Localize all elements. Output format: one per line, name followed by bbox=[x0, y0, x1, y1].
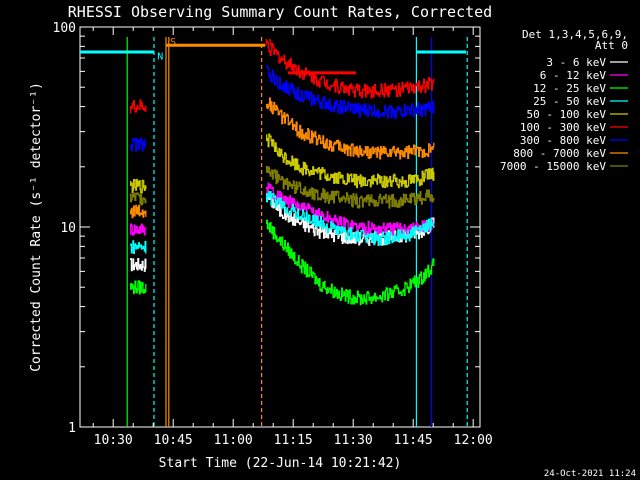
x-tick-label: 11:00 bbox=[214, 433, 253, 448]
series-800-7000-kev bbox=[130, 97, 435, 219]
y-tick-label: 1 bbox=[68, 421, 76, 436]
series-300-800-kev bbox=[130, 65, 435, 152]
series-50-100-kev bbox=[130, 133, 435, 194]
legend-header: Att 0 bbox=[595, 39, 628, 52]
legend-entry-label: 7000 - 15000 keV bbox=[500, 160, 606, 173]
marker-letter: S bbox=[170, 37, 176, 48]
y-tick-label: 100 bbox=[53, 21, 76, 36]
series-25-50-kev bbox=[130, 191, 435, 254]
series-line bbox=[130, 137, 147, 152]
series-line bbox=[266, 191, 435, 246]
series-line bbox=[130, 223, 147, 236]
series-line bbox=[130, 257, 147, 272]
marker-letter: N bbox=[157, 52, 163, 63]
legend-entry-label: 100 - 300 keV bbox=[520, 121, 606, 134]
series-line bbox=[266, 97, 435, 160]
legend-entry-label: 25 - 50 keV bbox=[533, 95, 606, 108]
x-axis-label: Start Time (22-Jun-14 10:21:42) bbox=[159, 456, 402, 471]
legend-entry-label: 50 - 100 keV bbox=[527, 108, 607, 121]
x-tick-label: 12:00 bbox=[454, 433, 493, 448]
series-line bbox=[130, 178, 147, 194]
chart-title: RHESSI Observing Summary Count Rates, Co… bbox=[68, 3, 492, 21]
series-line bbox=[130, 99, 147, 114]
series-7000-15000-kev bbox=[130, 165, 435, 209]
legend-entry-label: 800 - 7000 keV bbox=[513, 147, 606, 160]
y-axis-label: Corrected Count Rate (s⁻¹ detector⁻¹) bbox=[29, 82, 44, 372]
legend-entry-label: 12 - 25 keV bbox=[533, 82, 606, 95]
x-tick-label: 11:15 bbox=[274, 433, 313, 448]
legend-entry-label: 300 - 800 keV bbox=[520, 134, 606, 147]
plot-area: SNM bbox=[80, 37, 468, 427]
series-line bbox=[266, 39, 435, 99]
x-tick-label: 10:30 bbox=[94, 433, 133, 448]
x-tick-label: 11:30 bbox=[334, 433, 373, 448]
series-line bbox=[130, 240, 147, 254]
series-3-6-kev bbox=[130, 190, 435, 272]
x-tick-label: 10:45 bbox=[154, 433, 193, 448]
timestamp: 24-Oct-2021 11:24 bbox=[544, 469, 636, 479]
series-line bbox=[266, 219, 435, 306]
series-12-25-kev bbox=[130, 219, 435, 306]
x-tick-label: 11:45 bbox=[394, 433, 433, 448]
legend-entry-label: 3 - 6 keV bbox=[546, 56, 606, 69]
legend-entry-label: 6 - 12 keV bbox=[540, 69, 607, 82]
series-line bbox=[130, 192, 147, 206]
series-line bbox=[130, 204, 147, 219]
axes: 10:30 10:45 11:00 11:15 11:30 11:45 12:00 1 10 10… bbox=[53, 21, 493, 448]
y-tick-label: 10 bbox=[60, 221, 76, 236]
series-6-12-kev bbox=[130, 182, 435, 237]
series-line bbox=[266, 65, 435, 119]
series-line bbox=[266, 165, 435, 209]
series-100-300-kev bbox=[130, 39, 435, 114]
legend-header: Det 1,3,4,5,6,9, bbox=[522, 28, 628, 41]
series-line bbox=[266, 190, 435, 246]
series-line bbox=[266, 133, 435, 189]
series-line bbox=[130, 280, 147, 295]
